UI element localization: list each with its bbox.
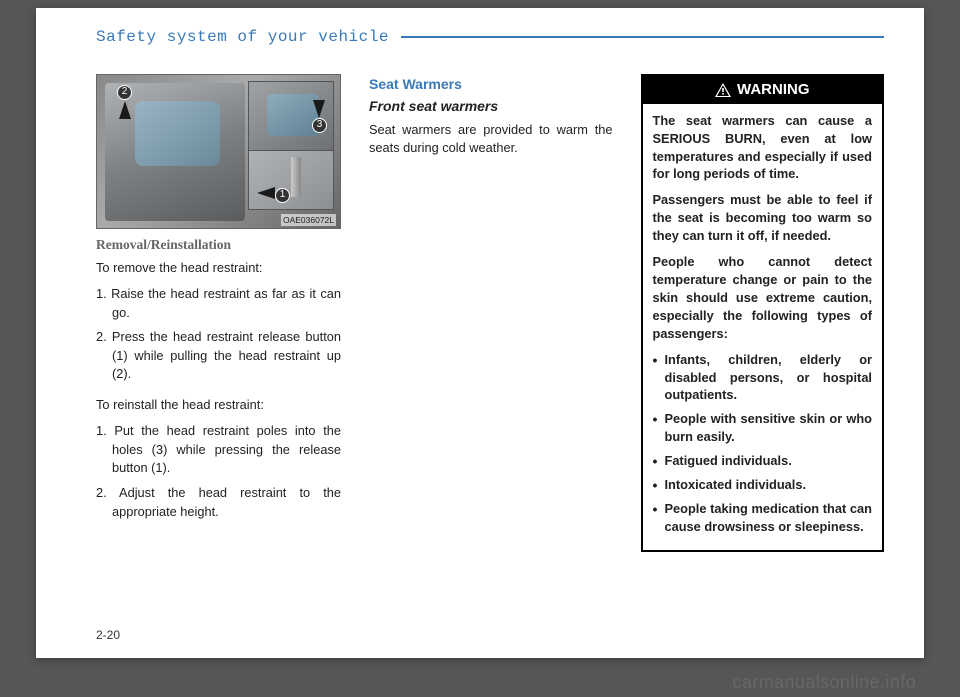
warning-triangle-icon (715, 83, 731, 97)
column-3: WARNING The seat warmers can cause a SER… (641, 74, 885, 552)
headrest-post-illustration (291, 157, 301, 197)
warning-label: WARNING (737, 79, 810, 101)
warning-box: WARNING The seat warmers can cause a SER… (641, 74, 885, 552)
reinstall-intro: To reinstall the head restraint: (96, 396, 341, 415)
warning-p1: The seat warmers can cause a SERIOUS BUR… (653, 112, 873, 184)
warning-p2: Passengers must be able to feel if the s… (653, 191, 873, 245)
warning-body: The seat warmers can cause a SERIOUS BUR… (643, 104, 883, 550)
warning-bullet-1: Infants, children, elderly or disabled p… (653, 351, 873, 405)
remove-intro: To remove the head restraint: (96, 259, 341, 278)
warning-bullet-5: People taking medication that can cause … (653, 500, 873, 536)
reinstall-step-2: 2. Adjust the head restraint to the appr… (96, 484, 341, 521)
content-columns: 2 3 1 OAE036072L Removal/Reinstallation … (96, 74, 884, 552)
up-arrow-icon (119, 101, 131, 119)
page-header: Safety system of your vehicle (96, 28, 884, 46)
watermark-text: carmanualsonline.info (732, 672, 916, 693)
callout-2: 2 (117, 85, 132, 100)
headrest-figure: 2 3 1 OAE036072L (96, 74, 341, 229)
header-divider (401, 36, 884, 38)
chapter-title: Safety system of your vehicle (96, 28, 389, 46)
left-arrow-icon (257, 187, 275, 199)
remove-step-1: 1. Raise the head restraint as far as it… (96, 285, 341, 322)
callout-1: 1 (275, 188, 290, 203)
column-1: 2 3 1 OAE036072L Removal/Reinstallation … (96, 74, 341, 552)
figure-code: OAE036072L (281, 214, 336, 226)
reinstall-step-1: 1. Put the head restraint poles into the… (96, 422, 341, 478)
warning-bullet-3: Fatigued individuals. (653, 452, 873, 470)
figure-inset-top: 3 (248, 81, 334, 153)
headrest-illustration (135, 101, 220, 166)
column-2: Seat Warmers Front seat warmers Seat war… (369, 74, 613, 552)
warning-bullets: Infants, children, elderly or disabled p… (653, 351, 873, 536)
warning-bullet-2: People with sensitive skin or who burn e… (653, 410, 873, 446)
section-seat-warmers: Seat Warmers (369, 74, 613, 94)
subsection-front-warmers: Front seat warmers (369, 96, 613, 116)
warning-p3: People who cannot detect temperature cha… (653, 253, 873, 343)
warmers-description: Seat warmers are provided to warm the se… (369, 121, 613, 158)
figure-inset-bottom: 1 (248, 150, 334, 210)
down-arrow-icon (313, 100, 325, 118)
headrest-small-illustration (267, 94, 319, 136)
subsection-removal: Removal/Reinstallation (96, 235, 341, 255)
warning-header: WARNING (643, 76, 883, 104)
manual-page: Safety system of your vehicle 2 3 (36, 8, 924, 658)
warning-bullet-4: Intoxicated individuals. (653, 476, 873, 494)
callout-3: 3 (312, 118, 327, 133)
remove-step-2: 2. Press the head restraint release butt… (96, 328, 341, 384)
page-number: 2-20 (96, 628, 120, 642)
